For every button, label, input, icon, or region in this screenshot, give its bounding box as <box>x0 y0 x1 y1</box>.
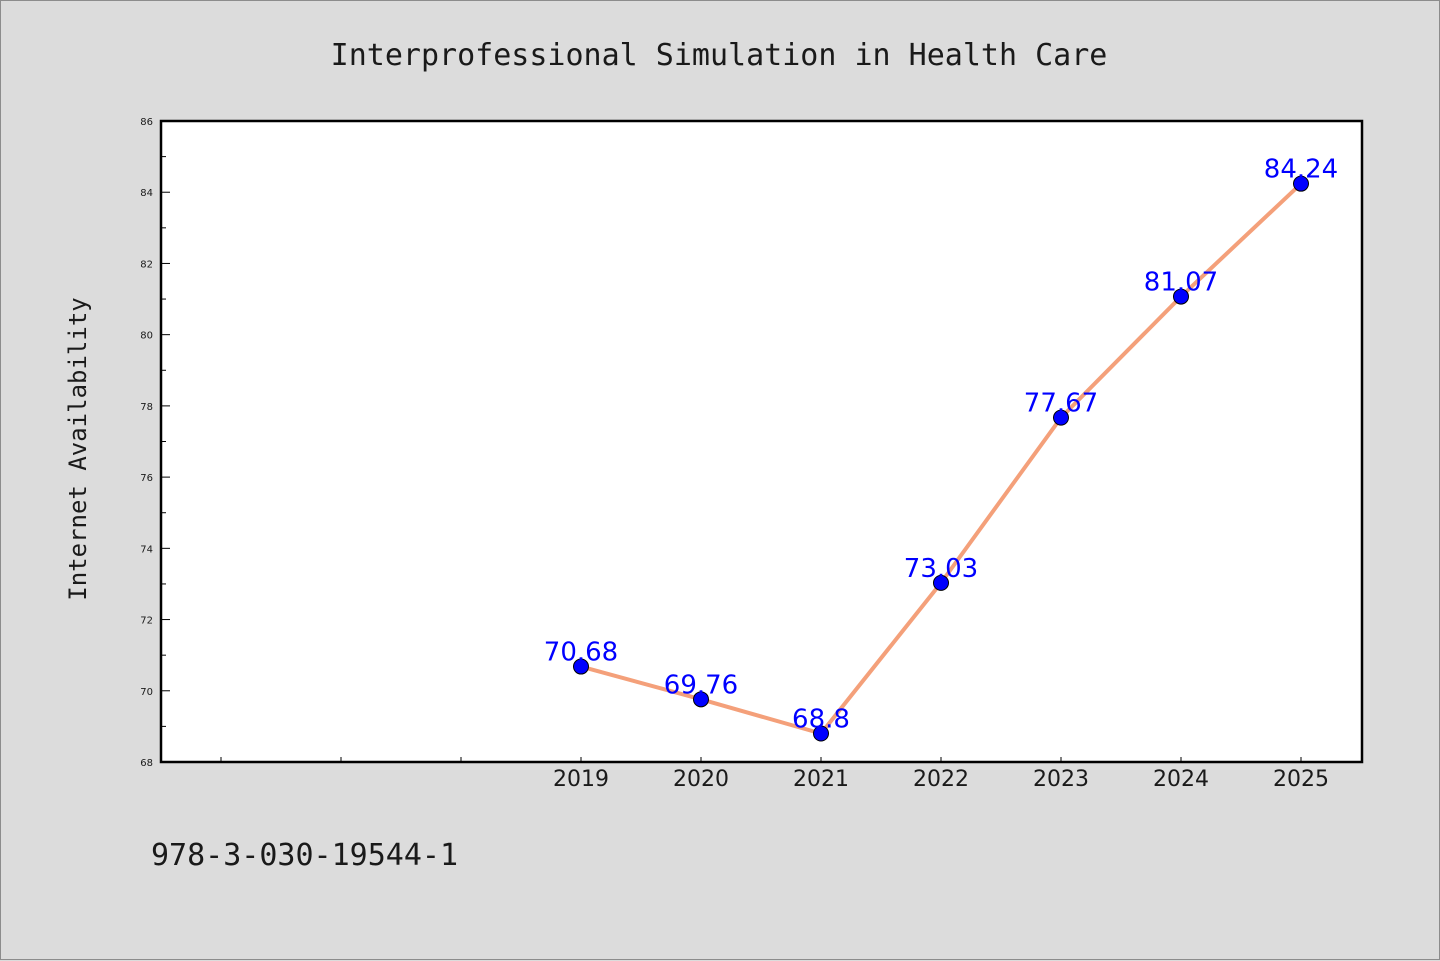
x-tick-label: 2019 <box>553 767 609 792</box>
x-tick-label: 2021 <box>793 767 849 792</box>
data-point <box>1053 409 1069 426</box>
data-label: 68.8 <box>792 705 850 735</box>
y-tick-label: 68 <box>140 758 153 769</box>
data-point <box>1293 175 1309 192</box>
y-tick-label: 70 <box>140 687 153 698</box>
data-label: 69.76 <box>664 670 738 700</box>
x-tick-label: 2020 <box>673 767 729 792</box>
data-labels: 70.68 69.76 68.8 73.03 77.67 81.07 84.24 <box>544 155 1338 735</box>
x-axis: 2019 2020 2021 2022 2023 2024 2025 <box>220 757 1329 792</box>
data-label: 70.68 <box>544 638 618 668</box>
plot-border <box>159 119 1364 764</box>
y-tick-label: 84 <box>140 188 153 199</box>
x-tick-label: 2023 <box>1033 767 1089 792</box>
footnote: 978-3-030-19544-1 <box>151 838 458 873</box>
plot-area <box>161 121 1362 762</box>
x-tick-label: 2025 <box>1273 767 1329 792</box>
x-tick-label: 2022 <box>913 767 969 792</box>
data-point <box>813 725 829 742</box>
data-label: 77.67 <box>1024 389 1098 419</box>
y-tick-label: 78 <box>140 402 153 413</box>
data-point <box>933 574 949 591</box>
data-label: 84.24 <box>1264 155 1338 185</box>
y-axis-label: Internet Availability <box>64 297 92 600</box>
data-label: 73.03 <box>904 554 978 584</box>
chart-title: Interprofessional Simulation in Health C… <box>331 38 1108 73</box>
data-label: 81.07 <box>1144 268 1218 298</box>
y-tick-label: 74 <box>140 544 153 555</box>
y-tick-label: 86 <box>140 117 153 128</box>
data-markers <box>573 175 1309 742</box>
data-point <box>1173 288 1189 305</box>
data-point <box>693 691 709 708</box>
y-axis: 68 70 72 74 76 78 80 82 84 86 <box>140 117 170 769</box>
y-tick-label: 76 <box>140 473 153 484</box>
x-tick-label: 2024 <box>1153 767 1209 792</box>
y-tick-label: 82 <box>140 259 153 270</box>
data-point <box>573 658 589 675</box>
y-tick-label: 72 <box>140 616 153 627</box>
y-tick-label: 80 <box>140 331 153 342</box>
